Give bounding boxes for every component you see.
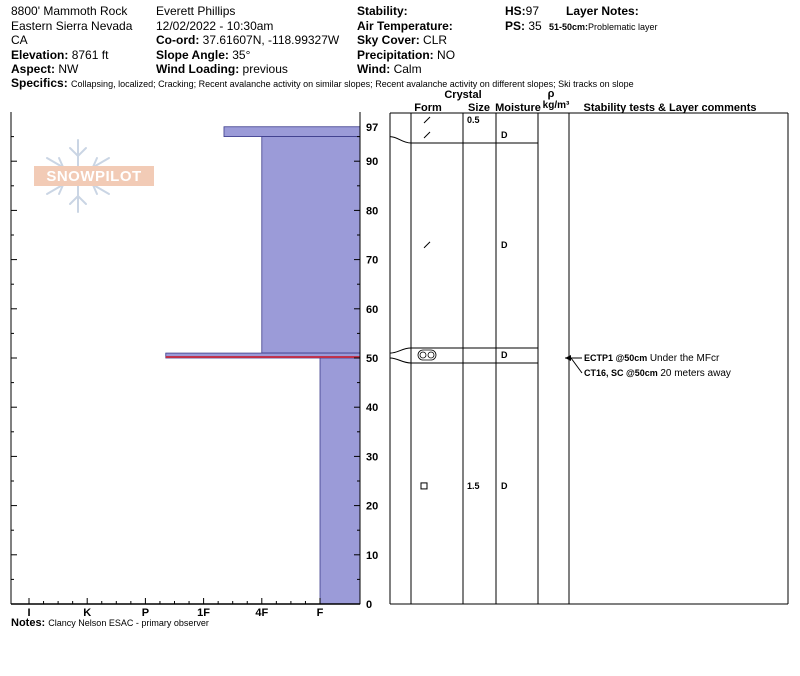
row-lines: [389, 136, 538, 364]
datetime: 12/02/2022 - 10:30am: [156, 18, 274, 33]
slash-icon: [423, 116, 431, 124]
location: 8800' Mammoth Rock: [11, 4, 128, 18]
depth-label-40: 40: [366, 402, 378, 414]
depth-label-30: 30: [366, 451, 378, 463]
row-cells: 0.5 D D D 1.5 D: [417, 115, 508, 491]
depth-label-20: 20: [366, 501, 378, 513]
row-moisture: D: [501, 481, 508, 491]
test-entry-0: ECTP1 @50cm Under the MFcr: [584, 353, 720, 364]
hardness-label-1F: 1F: [197, 607, 210, 619]
depth-label-50: 50: [366, 353, 378, 365]
col-density: kg/m³: [543, 100, 570, 111]
hardness-axis: I K P 1F 4F F: [27, 598, 324, 619]
hardness-label-K: K: [83, 607, 91, 619]
test-comment: 20 meters away: [660, 368, 731, 379]
stability-row: Stability:: [357, 4, 408, 18]
double-circle-icon: [417, 349, 437, 361]
depth-label-70: 70: [366, 255, 378, 267]
arrow-icon: [565, 355, 571, 361]
header-col-3: Stability: Air Temperature: Sky Cover: C…: [357, 4, 455, 77]
header-col-1: 8800' Mammoth Rock Eastern Sierra Nevada…: [11, 4, 132, 77]
col-crystal: Crystal: [444, 89, 481, 101]
layer-note: 51-50cm:Problematic layer: [549, 22, 658, 32]
row-size: 1.5: [467, 481, 480, 491]
hardness-label-P: P: [142, 607, 149, 619]
test-entry-1: CT16, SC @50cm 20 meters away: [584, 368, 731, 379]
test-label: CT16, SC @50cm: [584, 368, 660, 378]
hardness-label-F: F: [317, 607, 324, 619]
slash-icon: [423, 131, 431, 139]
layer-notes-label: Layer Notes:: [566, 4, 639, 18]
region: Eastern Sierra Nevada: [11, 18, 133, 33]
snowpilot-watermark: SNOWPILOT: [34, 139, 154, 213]
row-connector-95: [389, 136, 412, 144]
watermark-band: [34, 166, 154, 186]
depth-label-80: 80: [366, 205, 378, 217]
hs-row: HS:97: [505, 4, 540, 18]
hardness-bars: [165, 126, 361, 605]
depth-label-97: 97: [366, 122, 378, 134]
observer: Everett Phillips: [156, 4, 236, 18]
wind-row: Wind: Calm: [357, 62, 422, 76]
depth-label-0: 0: [366, 599, 372, 611]
row-connector-51: [389, 347, 412, 354]
elevation-row: Elevation: 8761 ft: [11, 47, 109, 62]
depth-axis: 0 10 20 30 40 50 60 70 80 90 97: [11, 122, 378, 611]
circle-left: [419, 351, 427, 359]
slope-row: Slope Angle: 35°: [156, 47, 251, 62]
aspect-row: Aspect: NW: [11, 62, 79, 76]
header-col-2: Everett Phillips 12/02/2022 - 10:30am Co…: [156, 4, 339, 77]
coord-row: Co-ord: 37.61607N, -118.99327W: [156, 33, 340, 47]
hardness-label-I: I: [27, 607, 30, 619]
col-moisture: Moisture: [495, 102, 541, 114]
air-temp-row: Air Temperature:: [357, 18, 453, 33]
stability-tests: ECTP1 @50cm Under the MFcr CT16, SC @50cm…: [565, 353, 731, 379]
row-size: 0.5: [467, 115, 480, 125]
row-connector-50: [389, 357, 412, 364]
header-col-5: Layer Notes:: [566, 4, 639, 19]
header-col-4: HS:97 PS: 35: [505, 4, 542, 33]
precip-row: Precipitation: NO: [357, 47, 456, 62]
col-comments: Stability tests & Layer comments: [583, 102, 756, 114]
depth-label-60: 60: [366, 304, 378, 316]
hardness-bar-3: [319, 357, 361, 605]
double-circle-outline: [417, 349, 437, 361]
square-icon: [420, 482, 428, 490]
col-form: Form: [414, 102, 442, 114]
sky-row: Sky Cover: CLR: [357, 33, 448, 47]
depth-label-10: 10: [366, 550, 378, 562]
notes: Notes: Clancy Nelson ESAC - primary obse…: [11, 617, 209, 629]
row-moisture: D: [501, 130, 508, 140]
slash-icon: [423, 241, 431, 249]
wind-loading-row: Wind Loading: previous: [156, 62, 288, 76]
col-size: Size: [468, 102, 490, 114]
hardness-bar-0: [223, 126, 361, 138]
hardness-label-4F: 4F: [255, 607, 268, 619]
row-moisture: D: [501, 240, 508, 250]
test-comment: Under the MFcr: [650, 353, 720, 364]
test-label: ECTP1 @50cm: [584, 353, 650, 363]
depth-label-90: 90: [366, 156, 378, 168]
watermark-text: SNOWPILOT: [46, 168, 141, 185]
layer-table: Crystal Form Size Moisture ρ kg/m³ Stabi…: [389, 88, 789, 605]
col-rho: ρ: [548, 88, 555, 100]
ps-row: PS: 35: [505, 18, 542, 33]
problem-layer-band: [165, 356, 360, 359]
specifics: Specifics: Collapsing, localized; Cracki…: [11, 76, 634, 90]
state: CA: [11, 33, 28, 47]
hardness-bar-1: [261, 136, 361, 354]
circle-right: [427, 351, 435, 359]
test-pointer-line-2: [570, 357, 583, 374]
row-moisture: D: [501, 350, 508, 360]
